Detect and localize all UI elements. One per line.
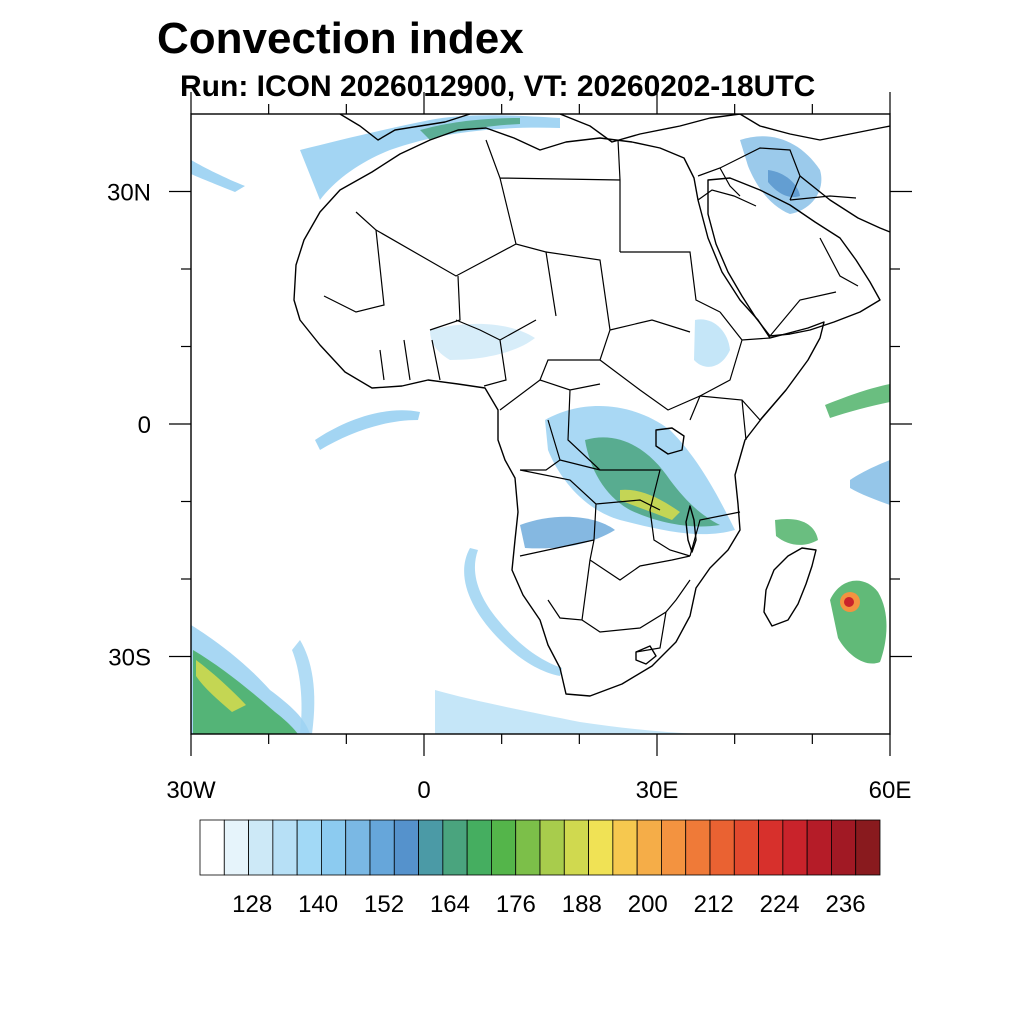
convection-blob-indian-e	[850, 460, 890, 505]
convection-blob-cyclone	[830, 580, 887, 664]
lon-tick-label: 30W	[166, 777, 216, 804]
lat-tick-label: 0	[138, 412, 151, 439]
convection-blob-northwest	[191, 160, 245, 192]
colorbar-swatch	[296, 819, 322, 876]
africa-coastline	[293, 127, 825, 697]
lat-tick-label: 30N	[107, 180, 151, 207]
cyclone-core	[844, 597, 854, 607]
convection-blob-central-core	[585, 437, 720, 527]
convection-blob-north	[300, 115, 560, 200]
colorbar-swatch	[733, 819, 759, 876]
colorbar-swatch	[272, 819, 298, 876]
colorbar-swatch	[661, 819, 687, 876]
colorbar-swatch	[612, 819, 638, 876]
convection-blob-atlantic	[315, 410, 420, 450]
colorbar-swatch	[345, 819, 371, 876]
coastline-borders	[293, 114, 890, 697]
axis-ticks	[169, 92, 912, 756]
convection-blob-south	[435, 690, 700, 734]
lon-tick-label: 60E	[869, 777, 912, 804]
lesotho	[635, 645, 657, 665]
colorbar-label: 224	[760, 891, 800, 918]
colorbar-swatch	[563, 819, 589, 876]
colorbar-label: 164	[430, 891, 470, 918]
colorbar-swatch	[636, 819, 662, 876]
colorbar-swatch	[369, 819, 395, 876]
colorbar-swatch	[491, 819, 517, 876]
colorbar-swatch	[418, 819, 444, 876]
lake-victoria	[655, 427, 685, 455]
colorbar-swatch	[831, 819, 857, 876]
madagascar-coastline	[763, 547, 817, 627]
colorbar-swatch	[199, 819, 225, 876]
colorbar-swatch	[539, 819, 565, 876]
europe-coastline	[339, 114, 890, 143]
colorbar-swatch	[223, 819, 249, 876]
convection-blob-ethiopia	[694, 319, 730, 367]
colorbar-swatch	[806, 819, 832, 876]
convection-blob-sw2	[292, 640, 315, 734]
colorbar-label: 236	[826, 891, 866, 918]
convection-field	[191, 115, 890, 734]
colorbar-label: 212	[694, 891, 734, 918]
colorbar-labels: 128 140 152 164 176 188 200 212 224 236	[232, 891, 865, 918]
colorbar-label: 188	[562, 891, 602, 918]
lake-malawi	[685, 505, 697, 553]
colorbar-swatch	[758, 819, 784, 876]
colorbar-swatch	[588, 819, 614, 876]
country-borders	[323, 139, 859, 653]
axis-tick-labels: 30W 0 30E 60E 30N 0 30S	[107, 180, 911, 805]
lon-tick-label: 30E	[636, 777, 679, 804]
arabia-coastline	[707, 177, 881, 337]
convection-blob-indian-n	[825, 384, 890, 418]
convection-blob-madagascar-ne	[775, 518, 818, 545]
convection-blob-mideast-core	[768, 170, 800, 198]
colorbar-swatch	[321, 819, 347, 876]
convection-blob-zambia	[520, 516, 615, 549]
colorbar-swatch	[248, 819, 274, 876]
colorbar-swatch	[515, 819, 541, 876]
lon-tick-label: 0	[417, 777, 430, 804]
colorbar-label: 128	[232, 891, 272, 918]
convection-blob-sw-hot	[196, 660, 246, 712]
chart-title: Convection index	[157, 14, 524, 63]
colorbar-label: 140	[298, 891, 338, 918]
colorbar-swatch	[709, 819, 735, 876]
colorbar-swatch	[855, 819, 881, 876]
colorbar-swatch	[466, 819, 492, 876]
colorbar	[199, 819, 881, 876]
colorbar-swatch	[685, 819, 711, 876]
border-lines	[323, 139, 787, 653]
convection-blob-sw-core	[193, 650, 298, 734]
colorbar-label: 152	[364, 891, 404, 918]
colorbar-swatch	[782, 819, 808, 876]
colorbar-swatch	[393, 819, 419, 876]
convection-blob-westafrica	[430, 323, 535, 360]
colorbar-label: 200	[628, 891, 668, 918]
colorbar-label: 176	[496, 891, 536, 918]
colorbar-swatch	[442, 819, 468, 876]
border-mideast	[697, 147, 859, 337]
convection-blob-swirl	[464, 548, 562, 676]
persia-coastline	[799, 175, 890, 233]
chart-subtitle: Run: ICON 2026012900, VT: 20260202-18UTC	[180, 70, 816, 103]
lat-tick-label: 30S	[108, 645, 151, 672]
